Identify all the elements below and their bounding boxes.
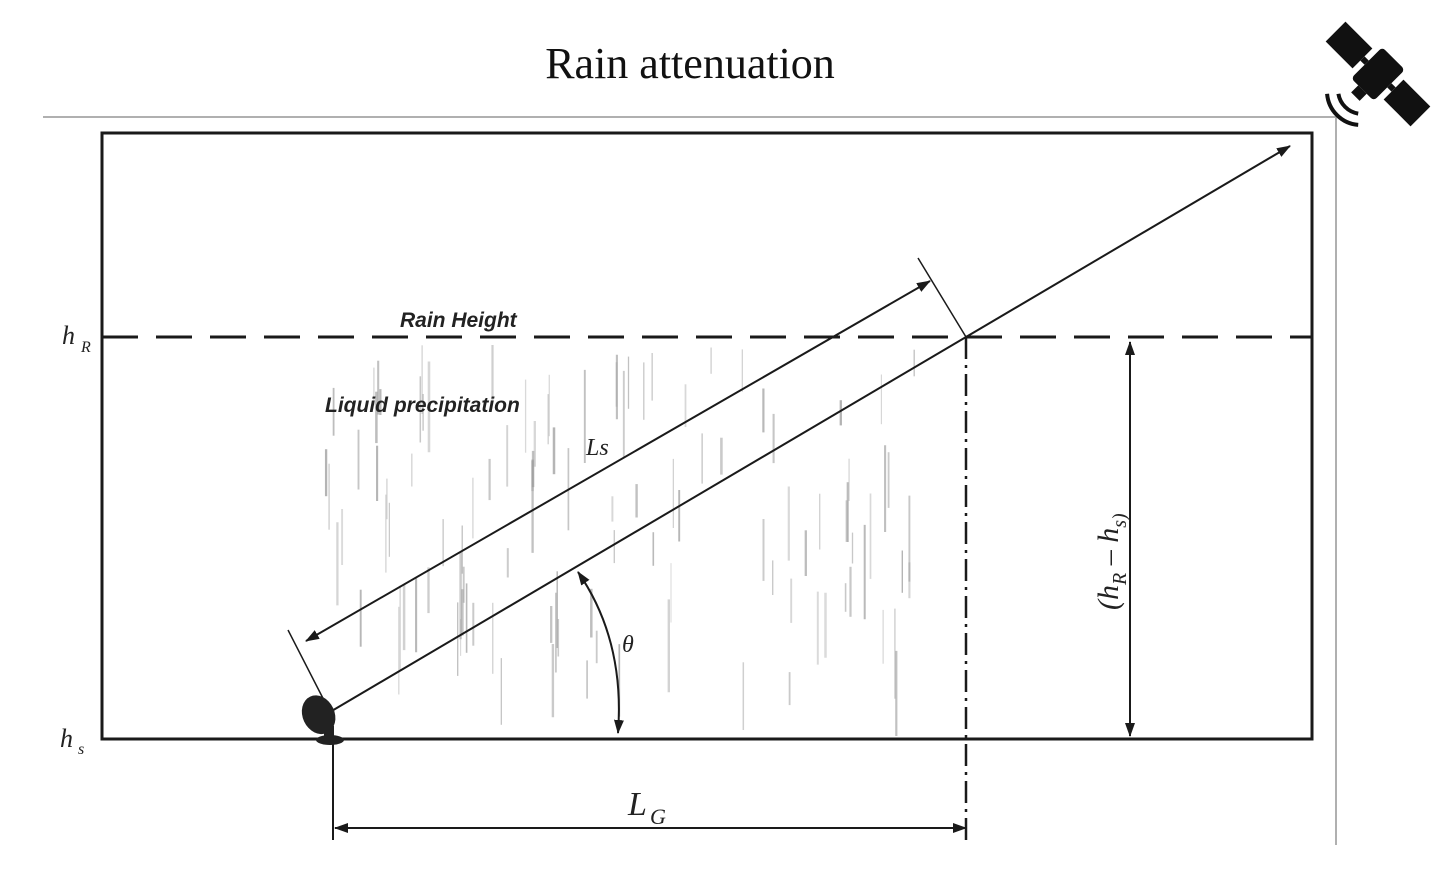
lg-label-sub: G: [650, 804, 666, 829]
height-difference-dash: – h: [1092, 528, 1125, 573]
height-difference-sub-s: s): [1109, 513, 1131, 528]
diagram-title: Rain attenuation: [545, 39, 835, 88]
slant-path-line: [329, 145, 1291, 713]
ls-label: Ls: [585, 435, 609, 461]
height-difference-sub-r: R: [1109, 573, 1131, 586]
diagram-frame: [100, 131, 1314, 741]
hr-label-sub: R: [80, 339, 91, 356]
svg-text:(hR – hs): (hR – hs): [1092, 513, 1131, 610]
ls-extension-top: [917, 257, 967, 338]
hr-label: h: [62, 321, 75, 350]
ls-dimension-arrow: [305, 280, 931, 642]
dish-antenna-icon: [301, 695, 344, 745]
elevation-angle-arc: [577, 571, 624, 734]
hs-label: h: [60, 724, 73, 753]
height-difference-open: (h: [1092, 585, 1125, 610]
liquid-precipitation-label: Liquid precipitation: [325, 394, 520, 417]
hs-label-sub: s: [78, 741, 84, 758]
theta-label: θ: [622, 632, 634, 658]
lg-label: L: [627, 786, 647, 823]
rain-height-label: Rain Height: [400, 309, 518, 332]
height-difference-label: (hR – hs): [1092, 513, 1131, 610]
satellite-icon: [1325, 21, 1431, 127]
